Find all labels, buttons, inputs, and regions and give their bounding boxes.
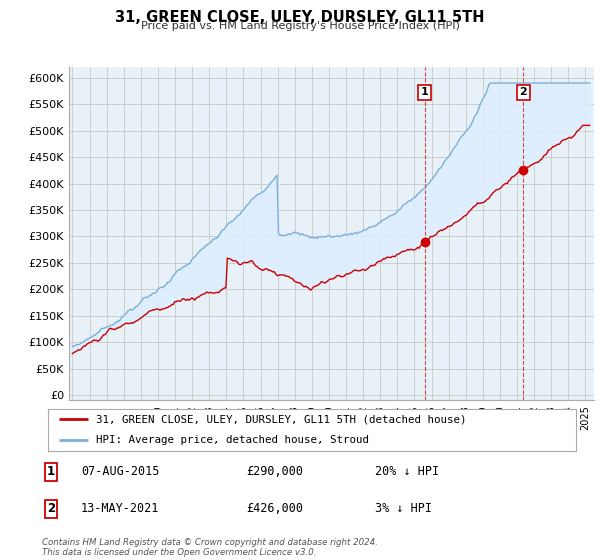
Text: 31, GREEN CLOSE, ULEY, DURSLEY, GL11 5TH (detached house): 31, GREEN CLOSE, ULEY, DURSLEY, GL11 5TH… xyxy=(95,414,466,424)
Text: Price paid vs. HM Land Registry's House Price Index (HPI): Price paid vs. HM Land Registry's House … xyxy=(140,21,460,31)
Text: 13-MAY-2021: 13-MAY-2021 xyxy=(81,502,160,515)
Text: HPI: Average price, detached house, Stroud: HPI: Average price, detached house, Stro… xyxy=(95,435,368,445)
Text: 1: 1 xyxy=(47,465,55,478)
Text: 2: 2 xyxy=(520,87,527,97)
Text: 20% ↓ HPI: 20% ↓ HPI xyxy=(375,465,439,478)
Text: 3% ↓ HPI: 3% ↓ HPI xyxy=(375,502,432,515)
Text: 31, GREEN CLOSE, ULEY, DURSLEY, GL11 5TH: 31, GREEN CLOSE, ULEY, DURSLEY, GL11 5TH xyxy=(115,10,485,25)
Text: £290,000: £290,000 xyxy=(246,465,303,478)
Text: £426,000: £426,000 xyxy=(246,502,303,515)
Text: 07-AUG-2015: 07-AUG-2015 xyxy=(81,465,160,478)
Text: 2: 2 xyxy=(47,502,55,515)
Text: 1: 1 xyxy=(421,87,428,97)
Text: Contains HM Land Registry data © Crown copyright and database right 2024.
This d: Contains HM Land Registry data © Crown c… xyxy=(42,538,378,557)
